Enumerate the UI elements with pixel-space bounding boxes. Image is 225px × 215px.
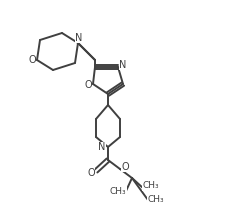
Text: O: O <box>87 168 95 178</box>
Text: N: N <box>98 142 106 152</box>
Text: O: O <box>84 80 92 90</box>
Text: CH₃: CH₃ <box>110 186 126 195</box>
Text: CH₃: CH₃ <box>148 195 164 204</box>
Text: CH₃: CH₃ <box>143 181 159 190</box>
Text: N: N <box>75 33 83 43</box>
Text: N: N <box>119 60 127 70</box>
Text: O: O <box>28 55 36 65</box>
Text: O: O <box>121 162 129 172</box>
